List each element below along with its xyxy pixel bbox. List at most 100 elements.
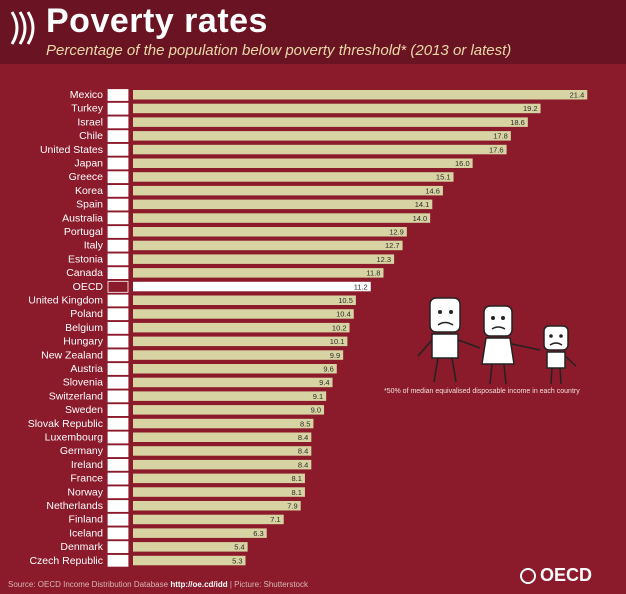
bar: [133, 336, 348, 347]
value-label: 14.0: [413, 214, 428, 223]
country-label: Poland: [70, 308, 103, 320]
country-label: Slovak Republic: [28, 418, 103, 430]
country-label: Greece: [69, 171, 104, 183]
bar: [133, 405, 325, 415]
value-label: 9.1: [313, 392, 323, 401]
value-label: 16.0: [455, 159, 470, 168]
bar: [133, 213, 431, 223]
country-label: Luxembourg: [45, 432, 104, 444]
value-label: 9.0: [311, 406, 321, 415]
country-flag-icon: [107, 184, 129, 197]
oecd-logo-icon: [10, 11, 35, 45]
value-label: 8.4: [298, 460, 308, 469]
value-label: 17.8: [493, 132, 508, 141]
value-label: 5.3: [232, 556, 242, 565]
bar: [133, 459, 312, 470]
country-flag-icon: [107, 554, 129, 567]
value-label: 10.2: [332, 323, 347, 332]
bar: [133, 322, 350, 333]
country-label: New Zealand: [41, 349, 103, 361]
country-flag-icon: [107, 198, 129, 211]
bar: [133, 103, 541, 114]
globe-icon: [520, 568, 536, 584]
country-flag-icon: [107, 280, 129, 293]
country-flag-icon: [107, 349, 129, 362]
bar: [133, 542, 248, 552]
country-flag-icon: [107, 116, 129, 129]
bar: [133, 514, 284, 525]
country-flag-icon: [107, 239, 129, 252]
country-label: Turkey: [71, 103, 103, 115]
footnote: *50% of median equivalised disposable in…: [384, 388, 580, 395]
source-link[interactable]: http://oe.cd/idd: [170, 580, 228, 589]
oecd-logo: OECD: [520, 565, 592, 586]
country-label: Finland: [69, 514, 104, 526]
country-label: Ireland: [71, 459, 103, 471]
country-flag-icon: [107, 404, 129, 417]
bar: [133, 227, 407, 237]
value-label: 8.1: [292, 474, 302, 483]
bar: [133, 172, 454, 182]
value-label: 7.1: [270, 515, 280, 524]
country-label: Israel: [77, 116, 103, 128]
country-label: Italy: [84, 240, 104, 252]
bar: [133, 391, 327, 401]
country-flag-icon: [107, 294, 129, 307]
value-label: 8.1: [292, 488, 302, 497]
country-flag-icon: [107, 157, 129, 170]
value-label: 11.8: [366, 269, 380, 278]
country-flag-icon: [107, 417, 129, 430]
country-flag-icon: [107, 376, 129, 389]
bar: [133, 432, 312, 442]
country-flag-icon: [107, 527, 129, 540]
bar: [133, 158, 473, 168]
country-label: Sweden: [65, 404, 103, 416]
country-flag-icon: [107, 431, 129, 444]
value-label: 6.3: [253, 529, 263, 538]
value-label: 10.1: [330, 337, 345, 346]
country-flag-icon: [107, 486, 129, 499]
value-label: 12.3: [376, 255, 391, 264]
country-flag-icon: [107, 102, 129, 115]
country-label: OECD: [73, 281, 104, 293]
bar: [133, 528, 267, 538]
value-label: 9.9: [330, 351, 340, 360]
country-label: Korea: [75, 185, 103, 197]
value-label: 5.4: [234, 543, 244, 552]
country-label: United Kingdom: [28, 295, 103, 307]
country-label: Australia: [62, 212, 103, 224]
value-label: 9.4: [319, 378, 329, 387]
value-label: 18.6: [510, 118, 525, 127]
source-suffix: | Picture: Shutterstock: [229, 580, 308, 589]
value-label: 12.9: [389, 228, 404, 237]
value-label: 7.9: [287, 502, 297, 511]
bar: [133, 364, 337, 374]
country-label: Denmark: [60, 541, 103, 553]
country-flag-icon: [107, 513, 129, 526]
chart-subtitle: Percentage of the population below pover…: [46, 42, 512, 59]
country-label: Norway: [67, 486, 103, 498]
country-label: Switzerland: [49, 390, 103, 402]
country-label: France: [70, 473, 103, 485]
country-flag-icon: [107, 308, 129, 321]
bar: [133, 254, 395, 264]
country-flag-icon: [107, 458, 129, 471]
country-label: Canada: [66, 267, 103, 279]
country-flag-icon: [107, 143, 129, 156]
country-flag-icon: [107, 130, 129, 143]
bar: [133, 117, 528, 127]
value-label: 8.5: [300, 419, 310, 428]
value-label: 14.1: [415, 200, 430, 209]
country-label: Japan: [74, 158, 103, 170]
country-label: Belgium: [65, 322, 103, 334]
oecd-logo-text: OECD: [540, 565, 593, 585]
value-label: 8.4: [298, 447, 308, 456]
country-label: Germany: [60, 445, 104, 457]
country-flag-icon: [107, 321, 129, 334]
country-label: Austria: [70, 363, 103, 375]
bar: [133, 144, 507, 155]
country-flag-icon: [107, 445, 129, 458]
bar: [133, 268, 384, 278]
value-label: 19.2: [523, 104, 538, 113]
source-line: Source: OECD Income Distribution Databas…: [8, 580, 308, 589]
